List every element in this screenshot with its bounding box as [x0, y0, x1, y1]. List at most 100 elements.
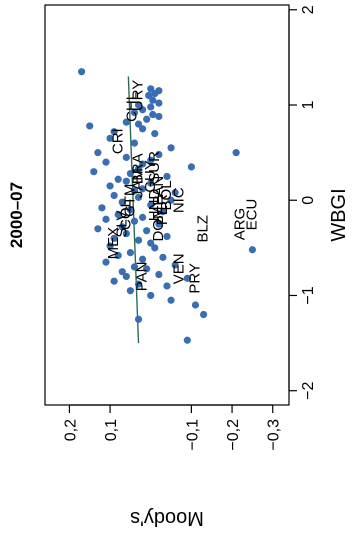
data-point — [134, 165, 143, 173]
country-label-group: ECU — [243, 199, 260, 231]
data-point — [110, 277, 118, 285]
country-label: GTM — [121, 184, 138, 217]
data-point — [126, 287, 134, 295]
country-label: BLZ — [195, 215, 212, 243]
y-axis: 0,2 0,1 −0,1 −0,2 −0,3 — [62, 404, 283, 451]
data-point — [183, 274, 191, 282]
data-point — [151, 244, 159, 252]
country-label-group: PAN — [134, 262, 151, 292]
x-tick-label-group: −1 — [300, 286, 317, 304]
data-point — [139, 185, 147, 193]
data-point — [122, 118, 130, 126]
data-point — [126, 249, 134, 257]
data-point — [94, 225, 102, 233]
data-point — [155, 150, 163, 159]
country-label-group: COL — [117, 199, 134, 230]
x-axis-title: WBGI — [328, 188, 350, 241]
country-label-group: SUR — [146, 151, 163, 183]
country-label-group: NIC — [170, 187, 187, 213]
x-axis-title-text: WBGI — [328, 188, 350, 241]
x-tick-label: −1 — [300, 286, 317, 304]
x-tick-label: 1 — [300, 100, 317, 109]
x-tick-label-group: 1 — [300, 100, 317, 109]
chart-title: 2000–07 — [7, 182, 26, 248]
data-point — [94, 149, 102, 157]
data-point — [118, 223, 126, 231]
data-point — [248, 246, 256, 254]
country-label: PAN — [134, 262, 151, 292]
data-point — [134, 120, 143, 128]
data-points — [78, 68, 256, 344]
country-label-group: ARG — [231, 208, 248, 241]
data-point — [126, 169, 134, 178]
x-tick-label-group: 0 — [300, 196, 317, 205]
data-point — [167, 196, 175, 204]
data-point — [98, 204, 106, 212]
data-point — [163, 172, 171, 181]
data-point — [122, 229, 130, 238]
country-label: ARG — [231, 208, 248, 241]
data-point — [191, 301, 200, 309]
x-axis: −2 −1 0 1 2 — [288, 5, 317, 400]
data-point — [200, 310, 208, 319]
data-point — [143, 265, 151, 273]
data-point — [163, 282, 171, 290]
country-label-group: CHL — [124, 92, 141, 122]
y-tick-label-group: −0,2 — [225, 419, 242, 451]
data-point — [130, 263, 139, 271]
data-point — [171, 189, 179, 197]
data-point — [139, 106, 147, 114]
data-point — [106, 134, 114, 142]
data-point — [134, 236, 143, 244]
x-tick-label: 2 — [300, 5, 317, 14]
country-label-group: GTM — [121, 184, 138, 217]
data-point — [163, 232, 171, 241]
data-point — [130, 217, 139, 225]
x-tick-label: −2 — [300, 381, 317, 399]
data-point — [126, 206, 134, 214]
country-label: JAM — [130, 168, 147, 198]
data-point — [130, 139, 139, 147]
data-point — [155, 112, 163, 121]
x-tick-label: 0 — [300, 196, 317, 205]
data-point — [171, 261, 179, 269]
data-point — [122, 177, 130, 185]
data-point — [149, 96, 157, 104]
country-label: DOM — [150, 207, 167, 242]
y-axis-title: Moody's — [130, 507, 204, 529]
data-point — [143, 227, 151, 235]
data-point — [114, 251, 122, 260]
country-label: COL — [117, 199, 134, 230]
data-point — [147, 239, 155, 247]
data-point — [151, 89, 159, 98]
data-point — [134, 101, 143, 109]
country-label-group: PER — [154, 194, 171, 225]
data-point — [122, 272, 130, 281]
y-tick-label-group: 0,1 — [103, 419, 120, 441]
data-point — [139, 213, 147, 221]
data-point — [149, 110, 157, 119]
data-point — [147, 156, 155, 164]
y-tick-label: 0,1 — [103, 419, 120, 441]
country-label-group: JAM — [130, 168, 147, 198]
country-label: MEX — [105, 227, 122, 260]
country-label: SLV — [113, 210, 130, 237]
data-point — [183, 336, 191, 344]
country-label: PAN — [150, 176, 167, 206]
data-point — [147, 291, 155, 300]
data-point — [134, 315, 143, 323]
country-label: CRI — [109, 128, 126, 154]
data-point — [187, 163, 195, 171]
data-point — [102, 258, 110, 266]
data-point — [134, 193, 143, 201]
data-point — [106, 182, 114, 190]
data-point — [139, 255, 147, 263]
data-point — [147, 179, 155, 187]
y-tick-label-group: −0,1 — [184, 419, 201, 451]
y-tick-label: −0,3 — [266, 419, 283, 451]
country-label: URY — [130, 80, 147, 111]
data-point — [86, 122, 94, 130]
